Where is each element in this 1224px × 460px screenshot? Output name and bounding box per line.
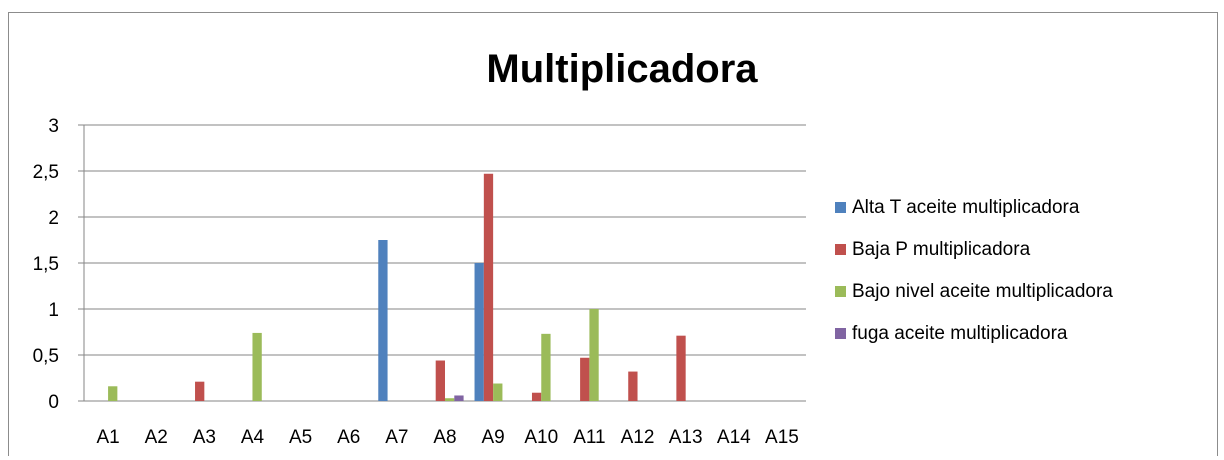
bar-A11-series-3 xyxy=(589,309,599,401)
x-tick-label: A13 xyxy=(669,427,703,448)
x-tick-label: A6 xyxy=(337,427,360,448)
x-axis-ticks: A1 A2 A3 A4 A5 A6 A7 A8 A9 A10 A11 A12 A13 A14 A15 xyxy=(96,427,798,448)
bar-A10-series-2 xyxy=(531,392,542,401)
chart-title: Multiplicadora xyxy=(486,47,758,91)
legend-swatch xyxy=(835,244,846,255)
x-tick-label: A4 xyxy=(241,427,265,448)
bars xyxy=(108,173,686,401)
bar-A8-series-3 xyxy=(445,398,455,401)
x-tick-label: A9 xyxy=(482,427,505,448)
y-tick-label: 1,5 xyxy=(33,254,59,275)
gridlines xyxy=(78,124,806,402)
y-axis-ticks: 0 0,5 1 1,5 2 2,5 3 xyxy=(33,116,59,413)
bar-A9-series-2 xyxy=(483,173,494,401)
x-tick-label: A15 xyxy=(765,427,799,448)
x-tick-label: A14 xyxy=(717,427,751,448)
y-tick-label: 0 xyxy=(48,392,59,413)
y-tick-label: 3 xyxy=(48,116,59,137)
bar-A8-series-4 xyxy=(454,395,464,401)
x-tick-label: A7 xyxy=(385,427,408,448)
legend-label: fuga aceite multiplicadora xyxy=(852,323,1068,344)
bar-A7-series-1 xyxy=(378,240,388,401)
y-tick-label: 2,5 xyxy=(33,162,59,183)
bar-A11-series-2 xyxy=(580,357,590,401)
legend-swatch xyxy=(835,202,846,213)
x-tick-label: A10 xyxy=(524,427,558,448)
bar-A9-series-1 xyxy=(474,263,484,401)
bar-A10-series-3 xyxy=(541,333,551,401)
x-tick-label: A1 xyxy=(96,427,119,448)
x-tick-label: A3 xyxy=(193,427,216,448)
y-tick-label: 1 xyxy=(48,300,59,321)
bar-A9-series-3 xyxy=(493,383,503,401)
chart-container xyxy=(8,12,1218,456)
legend-swatch xyxy=(835,286,846,297)
bar-A1-series-3 xyxy=(108,386,118,401)
bar-A4-series-3 xyxy=(252,332,262,401)
bar-A13-series-2 xyxy=(676,335,686,401)
x-tick-label: A5 xyxy=(289,427,312,448)
x-tick-label: A2 xyxy=(145,427,168,448)
legend-label: Bajo nivel aceite multiplicadora xyxy=(852,281,1113,302)
y-tick-label: 2 xyxy=(48,208,59,229)
x-tick-label: A12 xyxy=(621,427,655,448)
legend-label: Baja P multiplicadora xyxy=(852,239,1031,260)
bar-A3-series-2 xyxy=(195,381,205,401)
legend-label: Alta T aceite multiplicadora xyxy=(852,197,1080,218)
bar-A8-series-2 xyxy=(435,360,445,401)
bar-A12-series-2 xyxy=(628,371,638,401)
legend-swatch xyxy=(835,328,846,339)
x-tick-label: A11 xyxy=(573,427,605,448)
legend: Alta T aceite multiplicadora Baja P multi… xyxy=(835,197,1113,344)
y-tick-label: 0,5 xyxy=(33,346,59,367)
x-tick-label: A8 xyxy=(433,427,456,448)
